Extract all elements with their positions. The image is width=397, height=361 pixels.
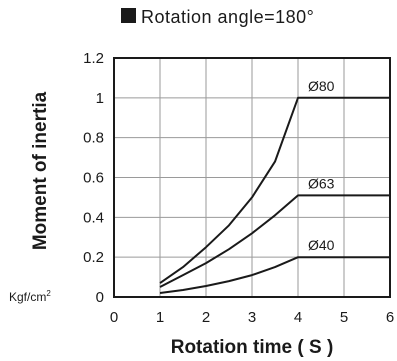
chart-title: Rotation angle=180° [141, 7, 314, 27]
x-tick-label: 5 [340, 309, 348, 326]
series-label: Ø63 [308, 175, 335, 191]
x-tick-label: 2 [202, 309, 210, 326]
plot-frame [113, 57, 391, 298]
series-line [159, 256, 390, 294]
y-tick-label: 0.4 [83, 209, 104, 226]
series-labels: Ø80 Ø63 Ø40 [308, 78, 335, 253]
y-unit-superscript: 2 [46, 289, 51, 298]
series-line [159, 194, 390, 288]
x-tick-label: 1 [156, 309, 164, 326]
y-axis-title: Moment of inertia [30, 91, 51, 250]
series-line [159, 96, 390, 284]
y-tick-label: 0.6 [83, 170, 104, 187]
y-tick-label: 0.2 [83, 249, 104, 266]
x-tick-labels: 0 1 2 3 4 5 6 [110, 309, 394, 326]
x-axis-title: Rotation time ( S ) [171, 337, 334, 358]
y-tick-label: 1.2 [83, 50, 104, 67]
x-tick-label: 4 [294, 309, 302, 326]
y-unit-label: Kgf/cm2 [9, 289, 51, 304]
x-tick-label: 6 [386, 309, 394, 326]
title-square-marker [121, 8, 136, 23]
series-label: Ø80 [308, 78, 335, 94]
y-tick-label: 0.8 [83, 130, 104, 147]
y-tick-labels: 0 0.2 0.4 0.6 0.8 1 1.2 [83, 50, 104, 306]
x-tick-label: 0 [110, 309, 118, 326]
y-unit-text: Kgf/cm [9, 290, 46, 304]
x-tick-label: 3 [248, 309, 256, 326]
grid [114, 58, 390, 297]
series-layer [159, 96, 390, 294]
series-label: Ø40 [308, 237, 335, 253]
y-tick-label: 0 [96, 289, 104, 306]
y-tick-label: 1 [96, 90, 104, 107]
